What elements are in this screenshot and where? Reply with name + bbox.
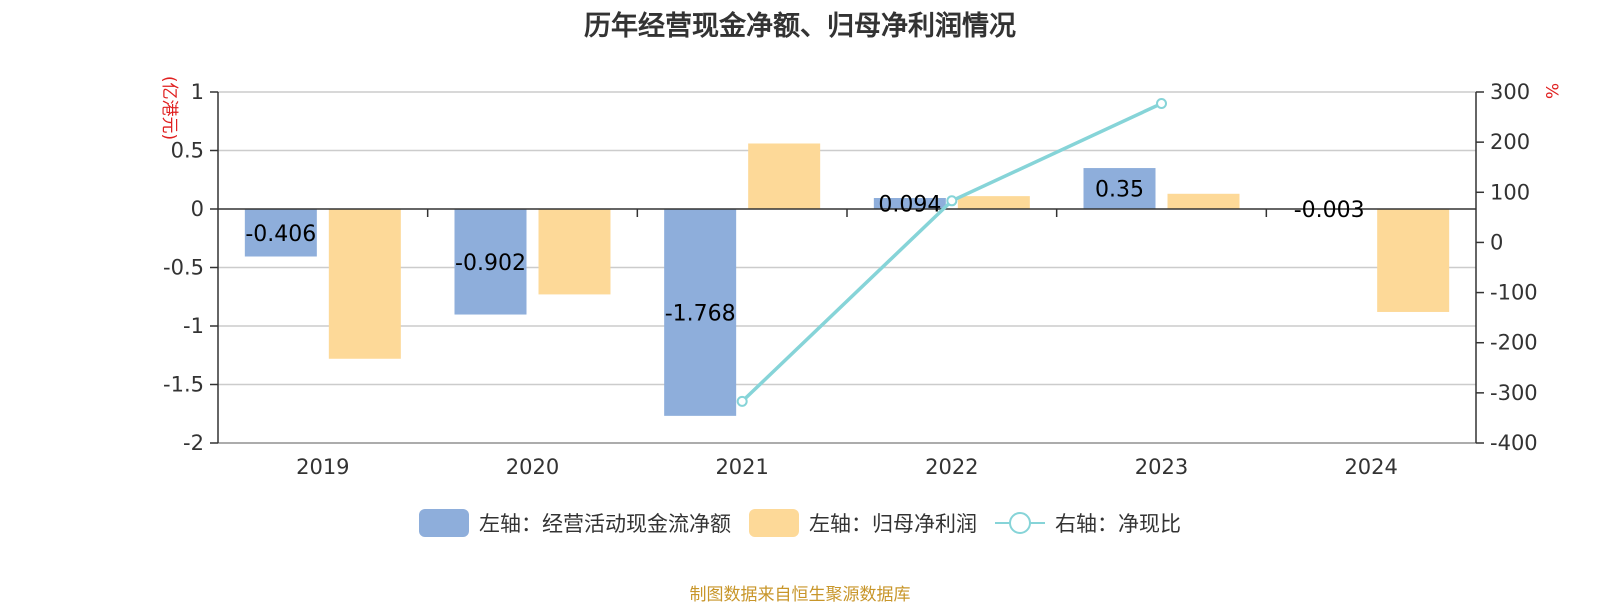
x-tick-label: 2023 [1135, 455, 1188, 479]
ratio-point [736, 395, 748, 407]
bar-operating-cash-flow [454, 209, 527, 315]
y-right-tick-label: 300 [1490, 80, 1530, 104]
y-right-tick-label: 200 [1490, 130, 1530, 154]
y-left-tick-label: -0.5 [163, 256, 204, 280]
legend-swatch-operating-cash-flow [419, 509, 469, 537]
bar-net-profit [748, 143, 821, 209]
bar-operating-cash-flow [244, 209, 317, 257]
y-right-tick-label: -400 [1490, 431, 1538, 455]
bar-net-profit [538, 209, 611, 295]
y-left-tick-label: 1 [191, 80, 204, 104]
bar-operating-cash-flow [873, 198, 946, 209]
y-right-tick-label: 100 [1490, 180, 1530, 204]
ratio-point [1156, 98, 1167, 110]
y-left-tick-label: -1 [183, 314, 204, 338]
legend-swatch-net-profit [749, 509, 799, 537]
x-tick-label: 2019 [296, 455, 349, 479]
bar-operating-cash-flow [1083, 168, 1156, 209]
legend-label-net-profit: 左轴：归母净利润 [809, 512, 977, 536]
x-tick-label: 2024 [1344, 455, 1397, 479]
x-tick-label: 2021 [715, 455, 768, 479]
data-labels: -0.406 -0.902 -1.768 0.094 0.35 -0.003 [245, 178, 1364, 327]
bar-net-profit [1167, 193, 1240, 209]
bar-net-profit [328, 209, 401, 359]
data-label-operating-cash-flow: -0.902 [455, 251, 526, 276]
legend-item-operating-cash-flow[interactable]: 左轴：经营活动现金流净额 [419, 508, 731, 538]
grid-lines [218, 91, 1476, 444]
x-tick-label: 2020 [506, 455, 559, 479]
bar-net-profit [1377, 209, 1450, 312]
y-right-tick-label: -300 [1490, 381, 1538, 405]
bar-layer [244, 143, 1450, 416]
legend-label-operating-cash-flow: 左轴：经营活动现金流净额 [479, 512, 731, 536]
legend-item-net-profit[interactable]: 左轴：归母净利润 [749, 508, 977, 538]
bar-operating-cash-flow [664, 209, 737, 416]
ratio-point [946, 195, 958, 207]
bar-net-profit [957, 196, 1030, 209]
data-label-operating-cash-flow: 0.094 [878, 193, 941, 218]
data-label-operating-cash-flow: -1.768 [665, 301, 736, 326]
legend-line-marker-cash-ratio [995, 509, 1045, 537]
y-right-tick-label: -100 [1490, 281, 1538, 305]
chart-title: 历年经营现金净额、归母净利润情况 [584, 11, 1016, 42]
y-left-tick-label: -2 [183, 431, 204, 455]
y-left-unit-label: (亿港元) [159, 76, 179, 140]
y-left-tick-label: -1.5 [163, 373, 204, 397]
legend-label-cash-ratio: 右轴：净现比 [1055, 512, 1181, 536]
data-label-operating-cash-flow: 0.35 [1095, 178, 1144, 203]
data-label-operating-cash-flow: -0.406 [245, 222, 316, 247]
legend: 左轴：经营活动现金流净额 左轴：归母净利润 右轴：净现比 [0, 508, 1600, 538]
y-right-unit-label: % [1541, 83, 1561, 99]
y-left-tick-label: 0 [191, 197, 204, 221]
y-right-tick-label: -200 [1490, 331, 1538, 355]
axes: 1 0.5 0 -0.5 -1 -1.5 -2 300 200 100 0 -100 -200 -300 -… [159, 76, 1561, 479]
y-left-tick-label: 0.5 [171, 139, 204, 163]
source-note: 制图数据来自恒生聚源数据库 [689, 585, 911, 605]
x-tick-label: 2022 [925, 455, 978, 479]
data-label-operating-cash-flow: -0.003 [1294, 198, 1365, 223]
legend-item-cash-ratio[interactable]: 右轴：净现比 [995, 508, 1181, 538]
ratio-line-layer [736, 98, 1167, 407]
y-right-tick-label: 0 [1490, 230, 1503, 254]
